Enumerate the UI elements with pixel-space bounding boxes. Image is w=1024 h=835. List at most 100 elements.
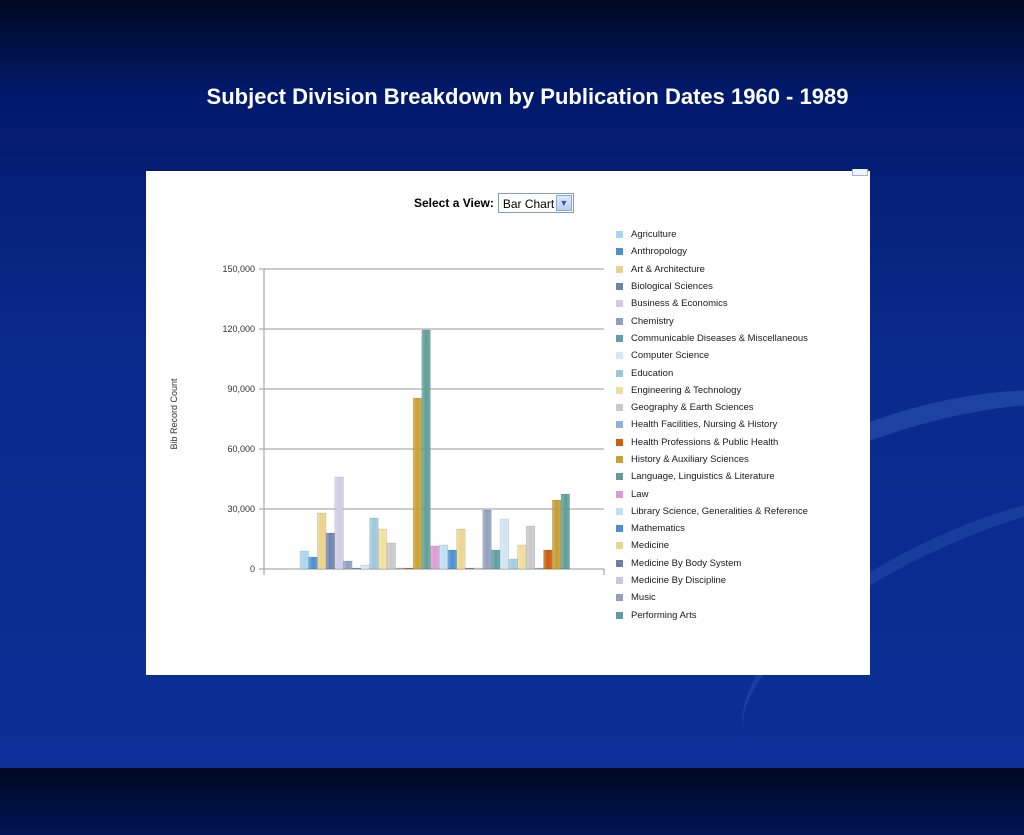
y-tick-label: 30,000 <box>227 504 255 514</box>
legend-label: History & Auxiliary Sciences <box>631 454 749 465</box>
view-select-value: Bar Chart <box>502 197 555 211</box>
legend-swatch <box>616 317 623 325</box>
bar <box>552 499 562 570</box>
view-select-dropdown[interactable]: Bar Chart ▼ <box>497 193 574 213</box>
y-tick-label: 120,000 <box>222 324 255 334</box>
legend-label: Computer Science <box>631 350 710 362</box>
legend-label: Engineering & Technology <box>631 384 742 396</box>
legend-item: Computer Science <box>616 347 866 364</box>
legend-label: Geography & Earth Sciences <box>631 402 754 414</box>
bar <box>560 493 570 570</box>
legend-swatch <box>616 404 623 412</box>
legend-swatch <box>616 248 623 256</box>
bar <box>351 567 362 570</box>
legend-swatch <box>616 542 623 550</box>
bar <box>343 560 353 570</box>
legend-item: Law <box>616 485 866 502</box>
bar <box>534 567 544 570</box>
bar <box>473 567 483 570</box>
legend-swatch <box>616 283 623 291</box>
bar <box>491 549 501 570</box>
legend-item: Anthropology <box>616 243 866 260</box>
bar <box>360 564 370 570</box>
legend-swatch <box>616 507 623 515</box>
legend-item: Agriculture <box>616 226 866 243</box>
legend-swatch <box>616 369 623 377</box>
legend-swatch <box>616 525 623 533</box>
legend-swatch <box>616 265 623 273</box>
bar <box>525 525 536 570</box>
chevron-down-icon[interactable]: ▼ <box>555 195 572 211</box>
legend-label: Health Facilities, Nursing & History <box>631 419 778 431</box>
y-tick-label: 150,000 <box>222 264 255 274</box>
legend-label: Agriculture <box>631 229 677 241</box>
legend-label: Medicine <box>631 540 670 552</box>
legend-swatch <box>616 577 623 585</box>
bar <box>430 545 440 570</box>
slide-title: Subject Division Breakdown by Publicatio… <box>206 84 849 109</box>
view-selector-row: Select a View: Bar Chart ▼ <box>414 192 574 214</box>
bar <box>334 476 344 570</box>
legend-item: Music <box>616 589 866 606</box>
y-tick-label: 60,000 <box>227 444 255 454</box>
legend-swatch <box>616 611 623 619</box>
legend-label: Music <box>631 592 656 604</box>
legend-item: Chemistry <box>616 312 866 329</box>
legend-swatch <box>616 456 623 463</box>
legend-swatch <box>616 438 623 446</box>
bar <box>456 528 466 570</box>
legend-item: Education <box>616 364 866 381</box>
bar <box>299 550 309 570</box>
legend-swatch <box>616 473 623 481</box>
bar <box>395 567 405 570</box>
bar <box>325 532 335 570</box>
legend-item: Medicine <box>616 537 866 554</box>
bar <box>482 509 492 570</box>
legend-label: Biological Sciences <box>631 281 713 293</box>
bar <box>499 518 509 570</box>
bar <box>438 544 449 570</box>
legend-swatch <box>616 559 623 567</box>
legend-label: Medicine By Body System <box>631 557 742 569</box>
legend-item: Library Science, Generalities & Referenc… <box>616 503 866 520</box>
legend-label: Performing Arts <box>631 609 697 621</box>
chart-legend: Agriculture Anthropology Art & Architectur… <box>616 226 866 624</box>
bar <box>412 397 422 570</box>
legend-item: Business & Economics <box>616 295 866 312</box>
legend-item: Communicable Diseases & Miscellaneous <box>616 330 866 347</box>
y-tick-label: 0 <box>250 564 255 574</box>
bar <box>421 329 431 570</box>
legend-swatch <box>616 490 623 498</box>
resize-handle-icon[interactable] <box>852 169 868 176</box>
legend-swatch <box>616 300 623 308</box>
legend-swatch <box>616 386 623 394</box>
legend-item: Health Professions & Public Health <box>616 434 866 451</box>
legend-label: Law <box>631 488 649 500</box>
legend-label: Art & Architecture <box>631 263 705 275</box>
chart-panel: Select a View: Bar Chart ▼ Bib Record Co… <box>146 169 870 675</box>
legend-item: Health Facilities, Nursing & History <box>616 416 866 433</box>
bar <box>404 567 414 570</box>
bar <box>386 542 396 570</box>
bar-chart-plot: 0 30,000 60,000 90,000 120,000 150,000 <box>222 264 605 575</box>
legend-swatch <box>616 421 623 429</box>
legend-label: Anthropology <box>631 246 687 258</box>
legend-label: Language, Linguistics & Literature <box>631 471 775 483</box>
legend-label: Education <box>631 367 674 379</box>
legend-label: Medicine By Discipline <box>631 575 727 587</box>
bar <box>543 549 553 570</box>
bar <box>508 558 518 570</box>
legend-item: Medicine By Discipline <box>616 572 866 589</box>
legend-swatch <box>616 334 623 342</box>
legend-item: Language, Linguistics & Literature <box>616 468 866 485</box>
legend-swatch <box>616 231 623 239</box>
legend-label: Mathematics <box>631 523 685 535</box>
legend-label: Communicable Diseases & Miscellaneous <box>631 332 808 344</box>
view-selector-label: Select a View: <box>414 196 494 210</box>
legend-item: History & Auxiliary Sciences <box>616 451 866 468</box>
bar <box>465 567 475 570</box>
bar <box>517 544 527 570</box>
legend-item: Medicine By Body System <box>616 555 866 572</box>
legend-item: Engineering & Technology <box>616 382 866 399</box>
legend-swatch <box>616 352 623 360</box>
